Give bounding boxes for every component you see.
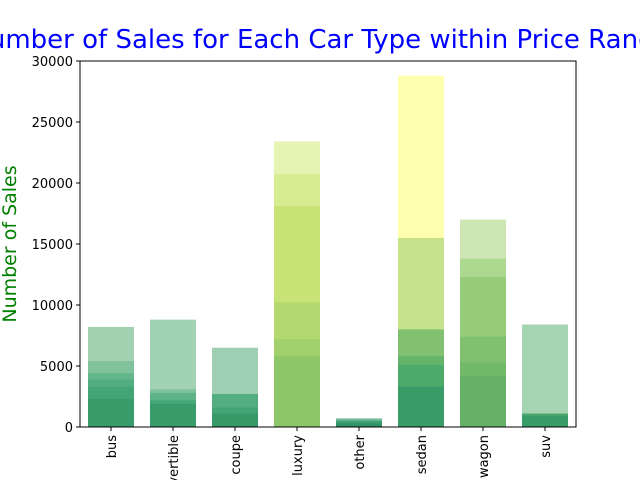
bar (212, 413, 258, 427)
y-tick-label: 30000 (32, 55, 73, 70)
y-tick-label: 20000 (32, 177, 73, 192)
bar (522, 416, 568, 427)
y-tick-label: 15000 (32, 238, 73, 253)
x-tick-label: convertible (167, 435, 182, 480)
y-tick-label: 10000 (32, 299, 73, 314)
y-tick-label: 25000 (32, 116, 73, 131)
bar (274, 356, 320, 427)
x-tick-label: wagon (477, 435, 492, 478)
plot-frame (79, 60, 577, 428)
x-tick-label: coupe (229, 435, 244, 475)
bar (336, 423, 382, 427)
x-tick-label: sedan (415, 435, 430, 474)
bar (150, 403, 196, 427)
bar (460, 375, 506, 427)
x-tick-label: luxury (291, 435, 306, 476)
bar (522, 324, 568, 427)
y-axis-label: Number of Sales (0, 165, 21, 322)
chart-title: Number of Sales for Each Car Type within… (0, 25, 640, 55)
bar (398, 386, 444, 427)
bar (88, 398, 134, 427)
x-tick-label: bus (105, 435, 120, 458)
y-tick-label: 5000 (40, 360, 73, 375)
x-tick-label: suv (539, 435, 554, 458)
y-tick-label: 0 (65, 421, 73, 436)
x-tick-label: other (353, 434, 368, 469)
